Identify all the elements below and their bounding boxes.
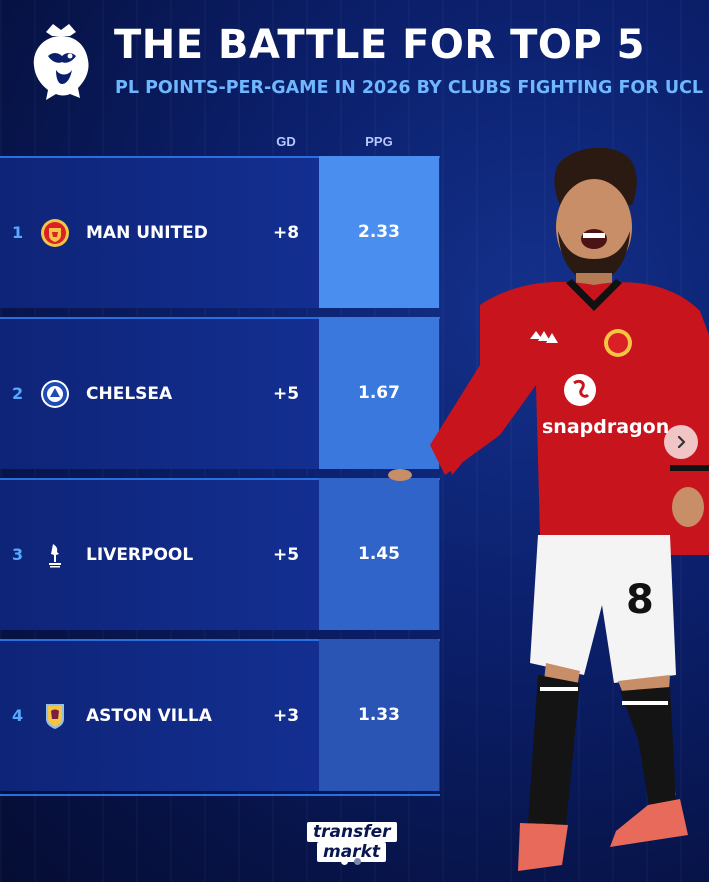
column-header-ppg: PPG xyxy=(365,134,393,149)
carousel-next-button[interactable] xyxy=(664,425,698,459)
player-photo: snapdragon 8 xyxy=(388,147,709,871)
ppg-value: 1.33 xyxy=(358,705,400,725)
shirt-sponsor-text: snapdragon xyxy=(542,416,669,438)
club-name: ASTON VILLA xyxy=(86,706,212,726)
carousel-indicator xyxy=(341,858,361,865)
aston-villa-crest-icon xyxy=(46,704,64,729)
chelsea-crest-icon xyxy=(41,380,69,408)
rank-number: 3 xyxy=(12,545,24,564)
page-subtitle: PL POINTS-PER-GAME IN 2026 BY CLUBS FIGH… xyxy=(115,78,704,98)
goal-difference: +5 xyxy=(272,545,300,565)
rank-number: 1 xyxy=(12,223,24,242)
club-name: MAN UNITED xyxy=(86,223,208,243)
table-bottom-border xyxy=(0,794,440,796)
man-united-crest-icon xyxy=(41,219,69,247)
standings-table: 1 MAN UNITED +8 2.33 2 CHELSEA +5 xyxy=(0,156,440,800)
premier-league-lion-icon xyxy=(33,24,89,100)
column-header-gd: GD xyxy=(276,134,296,149)
rank-number: 2 xyxy=(12,384,24,403)
goal-difference: +5 xyxy=(272,384,300,404)
table-row: 1 MAN UNITED +8 2.33 xyxy=(0,156,440,308)
ppg-value: 2.33 xyxy=(358,222,400,242)
carousel-dot-active[interactable] xyxy=(341,858,348,865)
club-name: LIVERPOOL xyxy=(86,545,194,565)
ppg-cell: 1.45 xyxy=(319,478,439,630)
ppg-cell: 1.33 xyxy=(319,639,439,791)
table-row: 3 LIVERPOOL +5 1.45 xyxy=(0,478,440,630)
club-name: CHELSEA xyxy=(86,384,173,404)
carousel-dot[interactable] xyxy=(354,858,361,865)
ppg-cell: 2.33 xyxy=(319,156,439,308)
ppg-value: 1.45 xyxy=(358,544,400,564)
logo-text-top: transfer xyxy=(307,822,397,842)
goal-difference: +8 xyxy=(272,223,300,243)
ppg-value: 1.67 xyxy=(358,383,400,403)
logo-text-bottom: markt xyxy=(317,842,387,862)
goal-difference: +3 xyxy=(272,706,300,726)
ppg-cell: 1.67 xyxy=(319,317,439,469)
chevron-right-icon xyxy=(677,435,686,449)
shirt-number: 8 xyxy=(626,577,654,623)
liverpool-crest-icon xyxy=(49,544,61,568)
page-title: THE BATTLE FOR TOP 5 xyxy=(114,22,645,68)
transfermarkt-logo: transfer markt xyxy=(307,822,407,864)
rank-number: 4 xyxy=(12,706,24,725)
table-row: 2 CHELSEA +5 1.67 xyxy=(0,317,440,469)
table-row: 4 ASTON VILLA +3 1.33 xyxy=(0,639,440,791)
